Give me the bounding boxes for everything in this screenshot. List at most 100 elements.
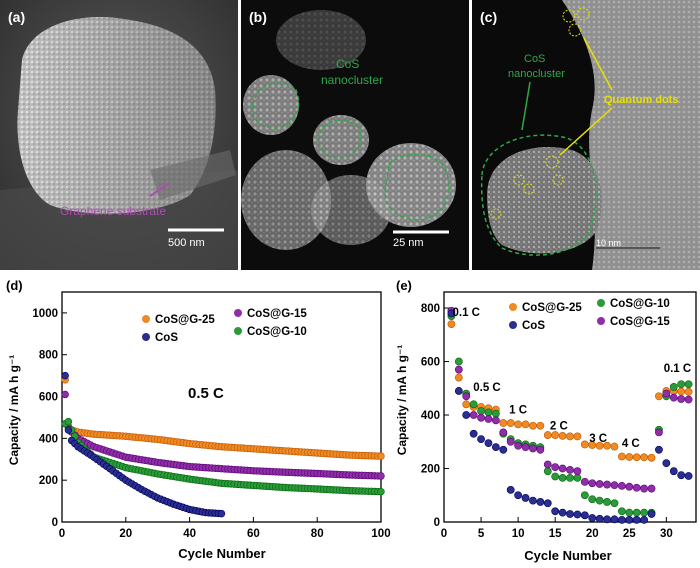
data-point bbox=[536, 498, 545, 506]
quantum-dots-label: Quantum dots bbox=[604, 94, 679, 106]
data-point bbox=[462, 392, 471, 401]
data-point bbox=[573, 473, 582, 482]
data-point bbox=[647, 484, 656, 493]
nanocluster-outline bbox=[384, 153, 450, 221]
legend-marker bbox=[509, 321, 517, 329]
data-point bbox=[610, 481, 619, 489]
data-point bbox=[677, 387, 686, 396]
x-tick-label: 15 bbox=[549, 528, 562, 540]
data-point bbox=[684, 472, 693, 480]
rate-label: 3 C bbox=[589, 433, 607, 445]
data-point bbox=[588, 479, 597, 488]
data-point bbox=[477, 407, 485, 415]
x-tick-label: 25 bbox=[623, 528, 636, 540]
data-point bbox=[640, 508, 649, 517]
data-point bbox=[377, 452, 385, 460]
rate-annotation: 0.5 C bbox=[188, 385, 224, 402]
data-point bbox=[499, 419, 508, 427]
data-point bbox=[595, 496, 604, 505]
data-point bbox=[566, 465, 574, 474]
data-point bbox=[514, 441, 523, 450]
data-point bbox=[484, 408, 493, 417]
series-CoS bbox=[61, 371, 226, 518]
qd-arrow bbox=[583, 37, 613, 91]
panel-a-label: (a) bbox=[8, 9, 25, 25]
legend-label: CoS bbox=[155, 332, 178, 344]
data-point bbox=[491, 443, 500, 452]
data-point bbox=[610, 515, 619, 524]
tem-image-b: (b) CoS nanocluster 25 nm bbox=[241, 0, 469, 270]
rate-label: 0.5 C bbox=[473, 382, 501, 394]
rate-label: 0.1 C bbox=[664, 363, 692, 375]
panel-c: (c) CoS nanocluster Quantum dots 10 nm bbox=[472, 0, 700, 270]
nanocluster-outline bbox=[251, 82, 300, 129]
data-point bbox=[632, 453, 641, 462]
y-tick-label: 400 bbox=[421, 410, 440, 422]
data-point bbox=[603, 498, 611, 506]
data-point bbox=[491, 409, 500, 418]
y-axis-label: Capacity / mA h g⁻¹ bbox=[7, 355, 21, 466]
data-point bbox=[529, 421, 537, 430]
quantum-dot-markers bbox=[490, 7, 590, 220]
data-point bbox=[640, 453, 649, 462]
data-point bbox=[469, 429, 478, 438]
data-point bbox=[499, 428, 508, 437]
data-point bbox=[669, 467, 678, 476]
y-tick-label: 200 bbox=[39, 475, 58, 487]
data-point bbox=[580, 440, 589, 449]
data-point bbox=[529, 444, 537, 453]
annotation-arrow bbox=[149, 183, 169, 197]
plot-frame bbox=[443, 291, 697, 523]
data-point bbox=[617, 452, 626, 461]
data-point bbox=[377, 487, 385, 496]
tem-image-c: (c) CoS nanocluster Quantum dots 10 nm bbox=[472, 0, 700, 270]
x-tick-label: 40 bbox=[183, 528, 196, 540]
series-CoS@G-25 bbox=[61, 376, 385, 460]
panel-b: (b) CoS nanocluster 25 nm bbox=[241, 0, 469, 270]
data-point bbox=[684, 380, 693, 389]
y-tick-label: 0 bbox=[52, 517, 58, 529]
sem-image-a: (a) Graphene substrate 500 nm bbox=[0, 0, 238, 270]
data-point bbox=[580, 491, 589, 500]
legend-marker bbox=[597, 299, 605, 307]
data-point bbox=[632, 508, 641, 517]
data-point bbox=[662, 389, 671, 398]
data-point bbox=[632, 515, 641, 524]
y-tick-label: 1000 bbox=[32, 308, 58, 320]
data-point bbox=[566, 473, 574, 482]
data-point bbox=[377, 472, 385, 480]
data-point bbox=[625, 515, 634, 524]
legend-marker bbox=[597, 317, 605, 325]
data-point bbox=[521, 494, 530, 502]
data-point bbox=[603, 515, 611, 524]
data-point bbox=[64, 417, 73, 426]
rate-label: 1 C bbox=[509, 405, 527, 417]
scale-bar-label: 500 nm bbox=[168, 237, 205, 249]
graphene-substrate-label: Graphene substrate bbox=[60, 204, 166, 218]
data-point bbox=[521, 443, 530, 452]
data-point bbox=[669, 393, 678, 402]
cos-arrow bbox=[521, 81, 531, 131]
legend-marker bbox=[142, 333, 150, 341]
data-point bbox=[655, 445, 663, 454]
data-point bbox=[454, 373, 463, 382]
legend-marker bbox=[234, 309, 242, 317]
data-point bbox=[558, 508, 567, 517]
legend-marker bbox=[509, 303, 517, 311]
data-point bbox=[469, 400, 478, 409]
data-point bbox=[551, 507, 560, 516]
data-point bbox=[462, 411, 471, 419]
y-tick-label: 800 bbox=[421, 303, 440, 315]
data-point bbox=[514, 420, 523, 429]
x-tick-label: 20 bbox=[119, 528, 132, 540]
data-point bbox=[655, 428, 663, 437]
legend-label: CoS@G-25 bbox=[522, 302, 582, 314]
data-point bbox=[462, 400, 471, 409]
y-tick-label: 200 bbox=[421, 464, 440, 476]
data-point bbox=[217, 509, 226, 518]
rate-plot: (e) Cycle Number Capacity / mA h g⁻¹ CoS… bbox=[395, 278, 697, 563]
cos-label-line1: CoS bbox=[524, 53, 545, 65]
legend-label: CoS@G-10 bbox=[247, 326, 307, 338]
y-tick-label: 600 bbox=[39, 392, 58, 404]
data-point bbox=[558, 473, 567, 482]
